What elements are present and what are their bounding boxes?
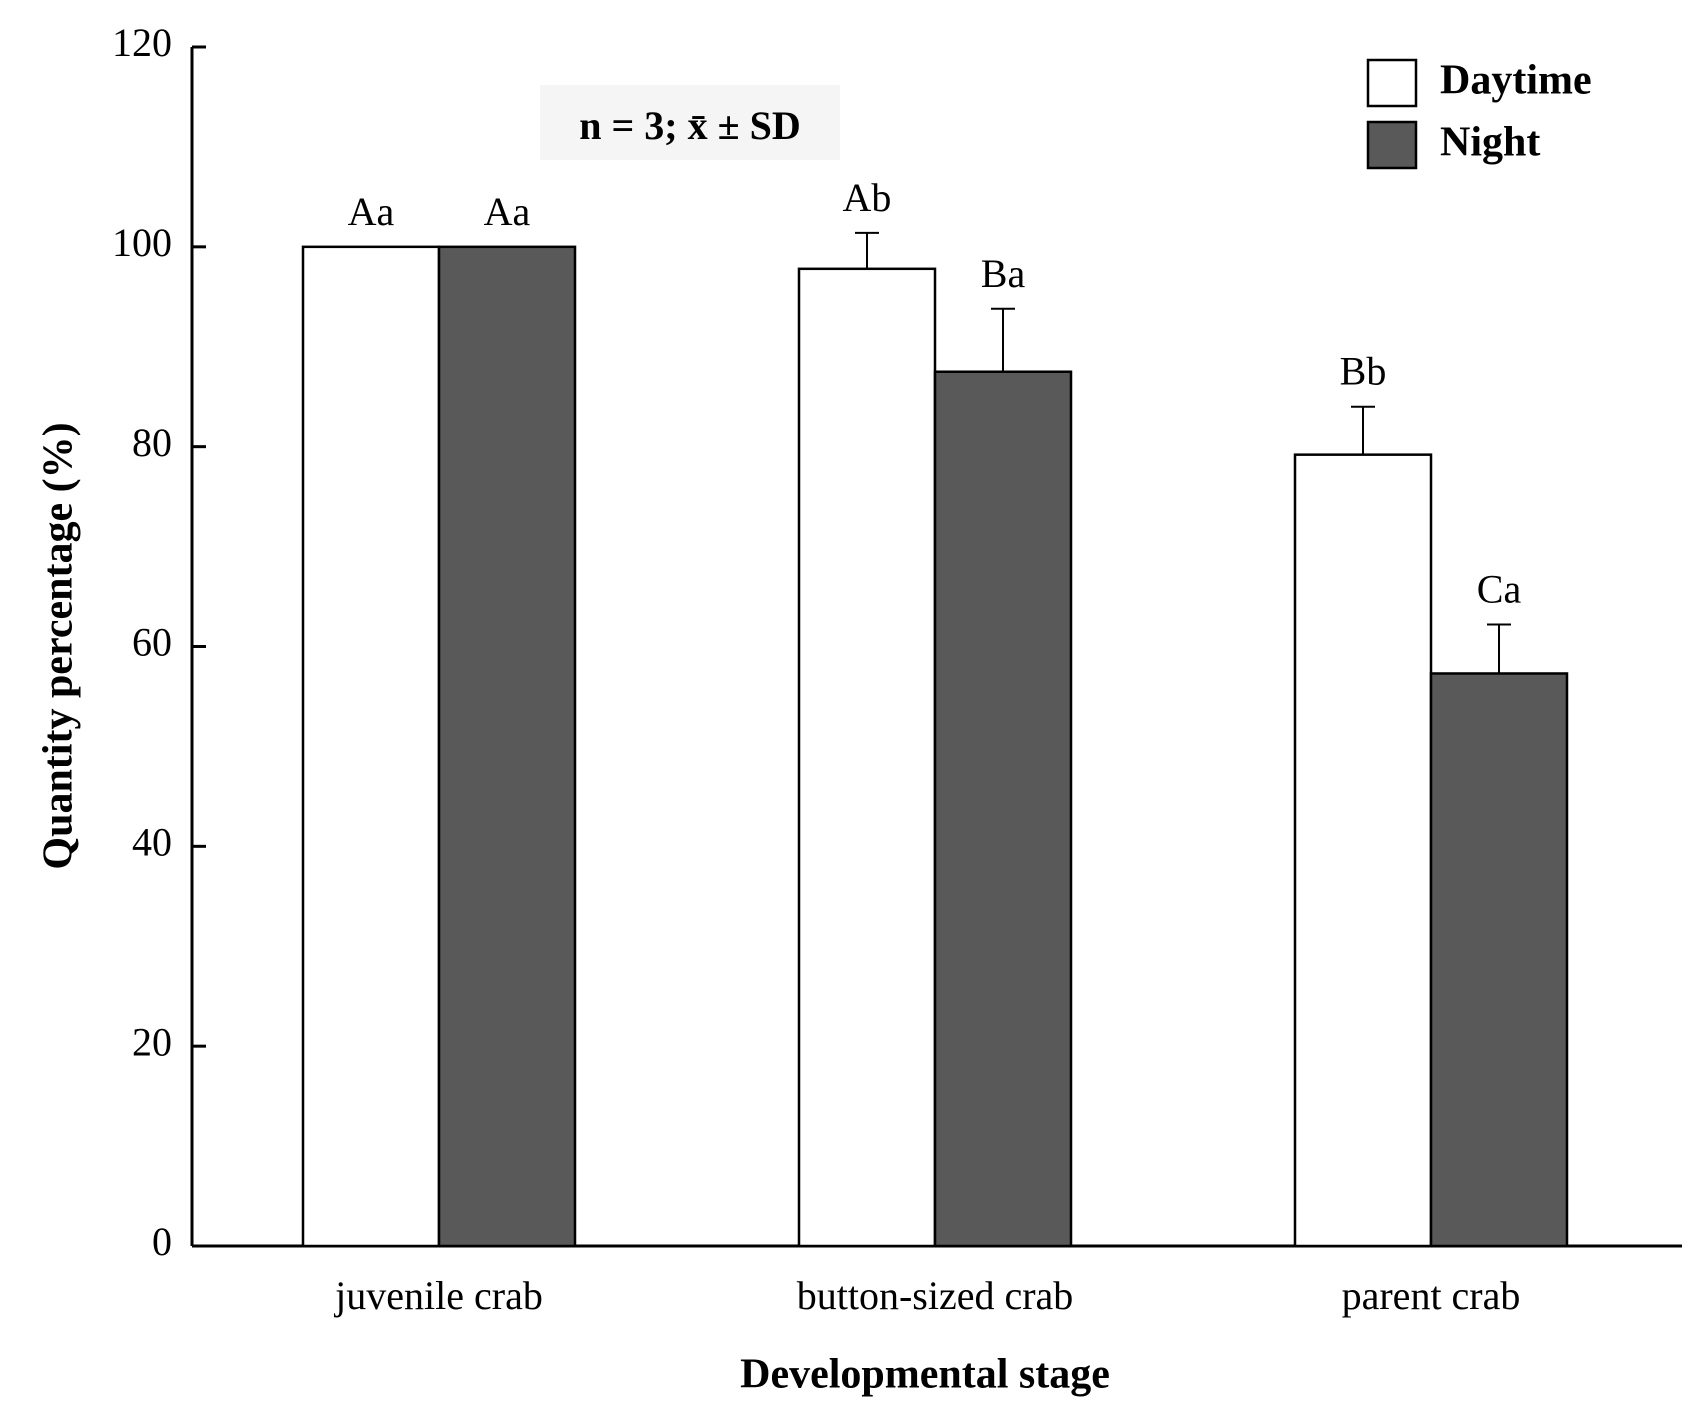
y-tick-label: 100: [112, 220, 172, 265]
annotation-background: [540, 85, 840, 160]
error-bars: [855, 231, 1511, 674]
legend-swatch-night: [1366, 120, 1418, 170]
bars: [301, 245, 1569, 1248]
legend-label-night: Night: [1440, 120, 1540, 166]
category-label: button-sized crab: [797, 1273, 1074, 1318]
legend-swatch-daytime: [1366, 58, 1418, 108]
significance-label: Ba: [981, 251, 1026, 296]
significance-labels: Aa Aa Ab Ba Bb Ca: [348, 175, 1522, 612]
y-tick-label: 0: [152, 1219, 172, 1264]
significance-label: Aa: [348, 189, 395, 234]
significance-label: Aa: [484, 189, 531, 234]
y-tick-label: 60: [132, 620, 172, 665]
significance-label: Bb: [1340, 349, 1387, 394]
y-axis-ticks: 0 20 40 60 80 100 120: [112, 20, 206, 1264]
significance-label: Ca: [1477, 567, 1522, 612]
bar-night: [1429, 672, 1569, 1248]
bar-night: [437, 245, 577, 1248]
annotation-text: n = 3; x̄ ± SD: [579, 103, 800, 148]
bar-daytime: [301, 245, 441, 1248]
y-axis-title: Quantity percentage (%): [36, 422, 82, 869]
bar-night: [933, 370, 1073, 1248]
category-label: juvenile crab: [333, 1273, 543, 1318]
y-tick-label: 40: [132, 820, 172, 865]
category-label: parent crab: [1342, 1273, 1521, 1318]
legend-label-daytime: Daytime: [1440, 58, 1592, 104]
legend: Daytime Night: [1366, 58, 1592, 170]
y-tick-label: 80: [132, 420, 172, 465]
y-tick-label: 120: [112, 20, 172, 65]
x-axis-title: Developmental stage: [740, 1352, 1110, 1398]
category-labels: juvenile crab button-sized crab parent cra…: [333, 1273, 1520, 1318]
significance-label: Ab: [843, 175, 892, 220]
bar-daytime: [1293, 453, 1433, 1248]
y-tick-label: 20: [132, 1019, 172, 1064]
bar-daytime: [797, 267, 937, 1248]
